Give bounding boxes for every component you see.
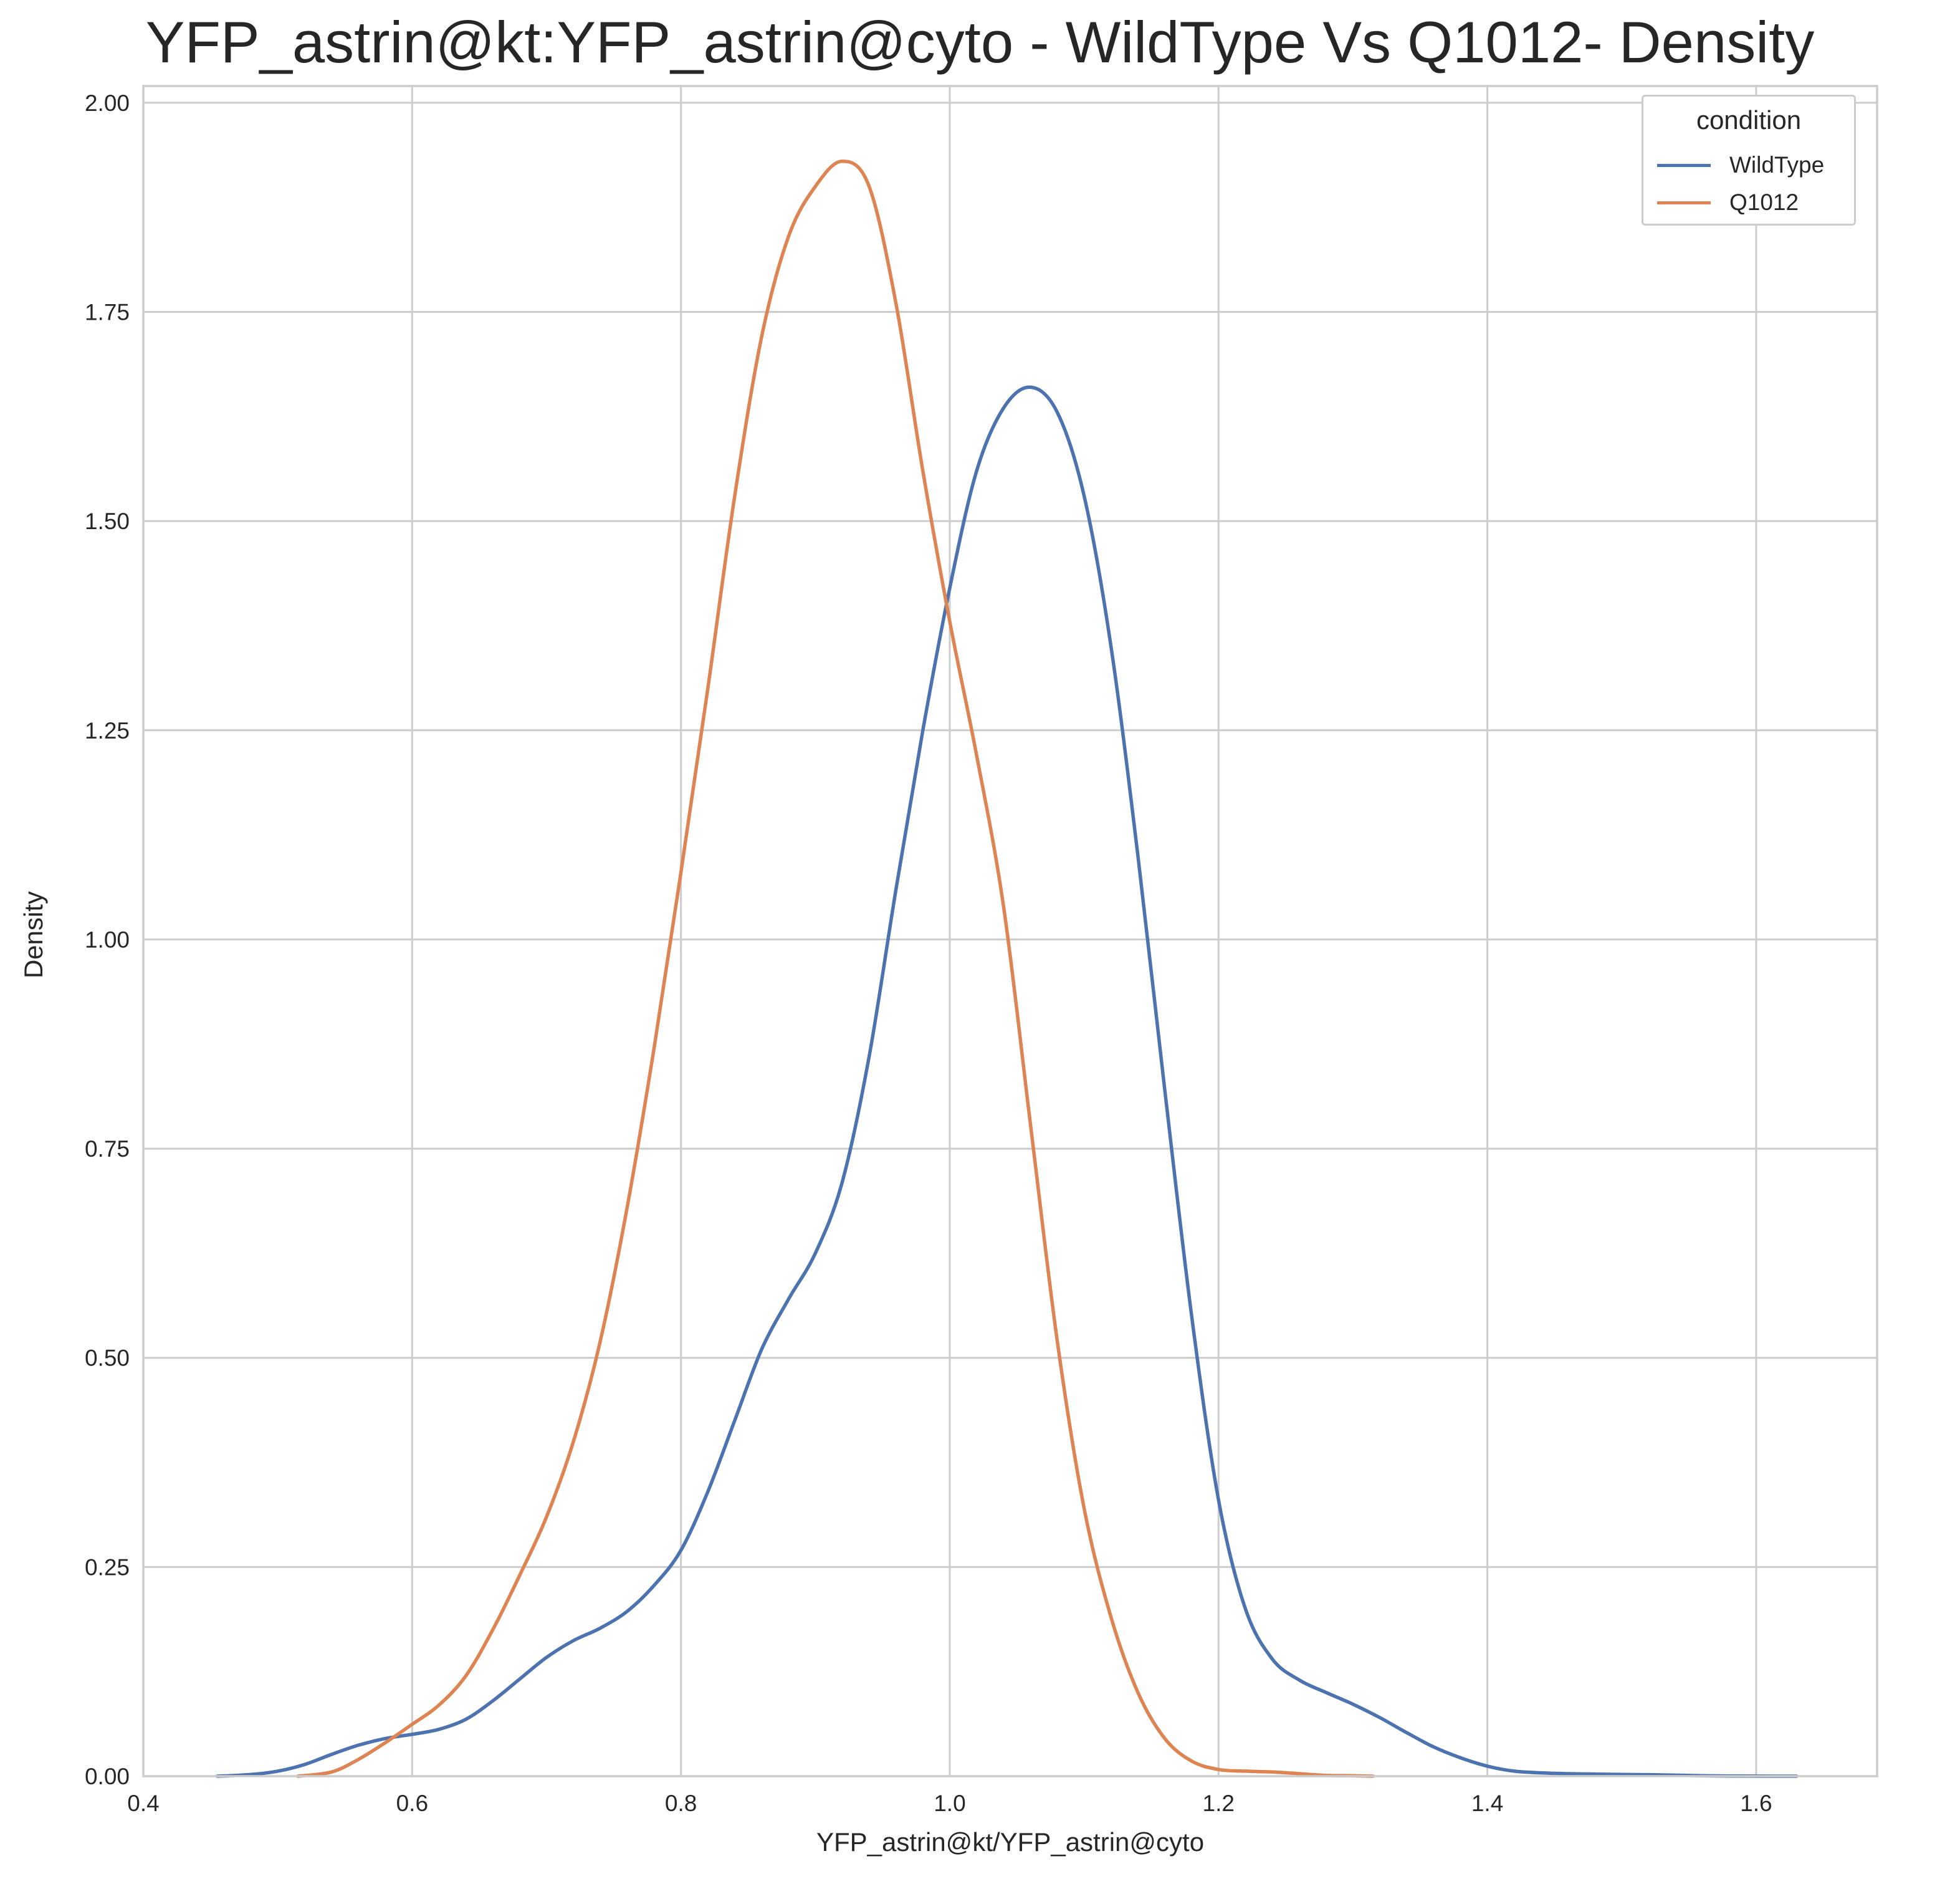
grid-lines [142, 86, 1877, 1777]
y-tick-label: 0.25 [85, 1554, 130, 1580]
legend: condition WildType Q1012 [1642, 95, 1856, 226]
y-tick-label: 0.75 [85, 1136, 130, 1162]
y-tick-label: 2.00 [85, 90, 130, 116]
x-tick-label: 0.6 [396, 1791, 428, 1816]
x-tick-label: 1.2 [1203, 1791, 1235, 1816]
x-tick-label: 1.4 [1471, 1791, 1503, 1816]
legend-title: condition [1696, 105, 1802, 135]
plot-frame [142, 85, 1878, 1777]
x-axis-label: YFP_astrin@kt/YFP_astrin@cyto [816, 1827, 1205, 1857]
y-tick-label: 1.75 [85, 299, 130, 325]
plot-area [143, 86, 1877, 1776]
x-tick-label: 0.8 [665, 1791, 697, 1816]
y-tick-label: 1.50 [85, 509, 130, 534]
x-tick-label: 0.4 [127, 1791, 159, 1816]
legend-label-wildtype: WildType [1729, 152, 1825, 178]
x-tick-labels: 0.4 0.6 0.8 1.0 1.2 1.4 1.6 [127, 1791, 1772, 1816]
legend-label-q1012: Q1012 [1729, 189, 1799, 215]
chart-title: YFP_astrin@kt:YFP_astrin@cyto - WildType… [145, 9, 1815, 75]
y-tick-label: 0.00 [85, 1764, 130, 1789]
x-tick-label: 1.0 [934, 1791, 965, 1816]
y-tick-labels: 0.00 0.25 0.50 0.75 1.00 1.25 1.50 1.75 2.00 [85, 90, 130, 1789]
y-tick-label: 1.25 [85, 718, 130, 744]
legend-swatch-wildtype [1657, 163, 1711, 167]
series-line-q1012 [296, 160, 1375, 1778]
series-line-wildtype [215, 385, 1799, 1778]
series-lines [215, 160, 1799, 1778]
legend-item-wildtype: WildType [1657, 151, 1824, 179]
y-tick-label: 1.00 [85, 927, 130, 952]
legend-swatch-q1012 [1657, 201, 1711, 204]
y-tick-label: 0.50 [85, 1346, 130, 1371]
legend-item-q1012: Q1012 [1657, 189, 1799, 216]
y-axis-label: Density [19, 891, 48, 979]
x-tick-label: 1.6 [1740, 1791, 1772, 1816]
